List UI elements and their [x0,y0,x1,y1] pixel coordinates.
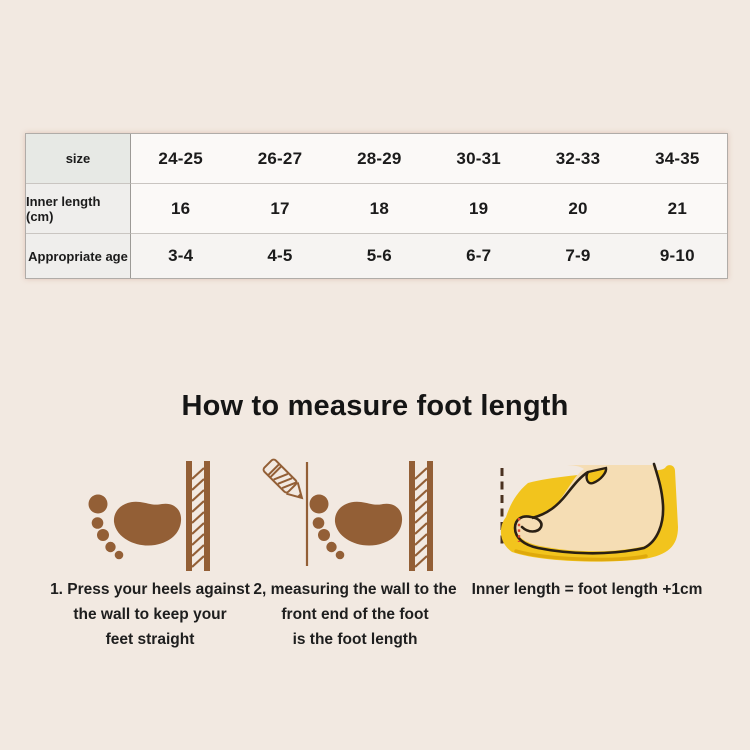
caption-line: Inner length = foot length +1cm [471,581,703,598]
age-value: 6-7 [429,234,529,278]
row-label-inner-length: Inner length (cm) [26,184,131,234]
inner-length-value: 18 [329,184,429,234]
caption-line: 1. Press your heels against [50,581,250,598]
row-label-size: size [26,134,131,184]
age-value: 3-4 [131,234,231,278]
size-value: 32-33 [528,134,628,184]
size-value: 26-27 [230,134,330,184]
foot-side-view-icon [488,461,688,573]
age-value: 5-6 [329,234,429,278]
age-value: 9-10 [627,234,727,278]
caption-line: front end of the foot [281,606,429,623]
caption-line: feet straight [105,631,195,648]
step1-caption: 1. Press your heels against the wall to … [35,577,265,652]
inner-length-value: 20 [528,184,628,234]
inner-length-value: 19 [429,184,529,234]
pencil-marking-wall-icon [258,458,443,573]
caption-line: is the foot length [292,631,418,648]
inner-length-value: 16 [131,184,231,234]
caption-line: the wall to keep your [73,606,227,623]
inner-length-formula-caption: Inner length = foot length +1cm [462,577,712,602]
size-value: 30-31 [429,134,529,184]
step2-caption: 2, measuring the wall to the front end o… [240,577,470,652]
size-table: size 24-25 26-27 28-29 30-31 32-33 34-35… [25,133,728,279]
size-value: 28-29 [329,134,429,184]
footprint-against-wall-icon [80,458,220,573]
inner-length-value: 21 [627,184,727,234]
inner-length-value: 17 [230,184,330,234]
row-label-appropriate-age: Appropriate age [26,234,131,278]
caption-line: 2, measuring the wall to the [253,581,457,598]
section-heading: How to measure foot length [181,390,569,422]
age-value: 7-9 [528,234,628,278]
size-value: 34-35 [627,134,727,184]
age-value: 4-5 [230,234,330,278]
size-value: 24-25 [131,134,231,184]
